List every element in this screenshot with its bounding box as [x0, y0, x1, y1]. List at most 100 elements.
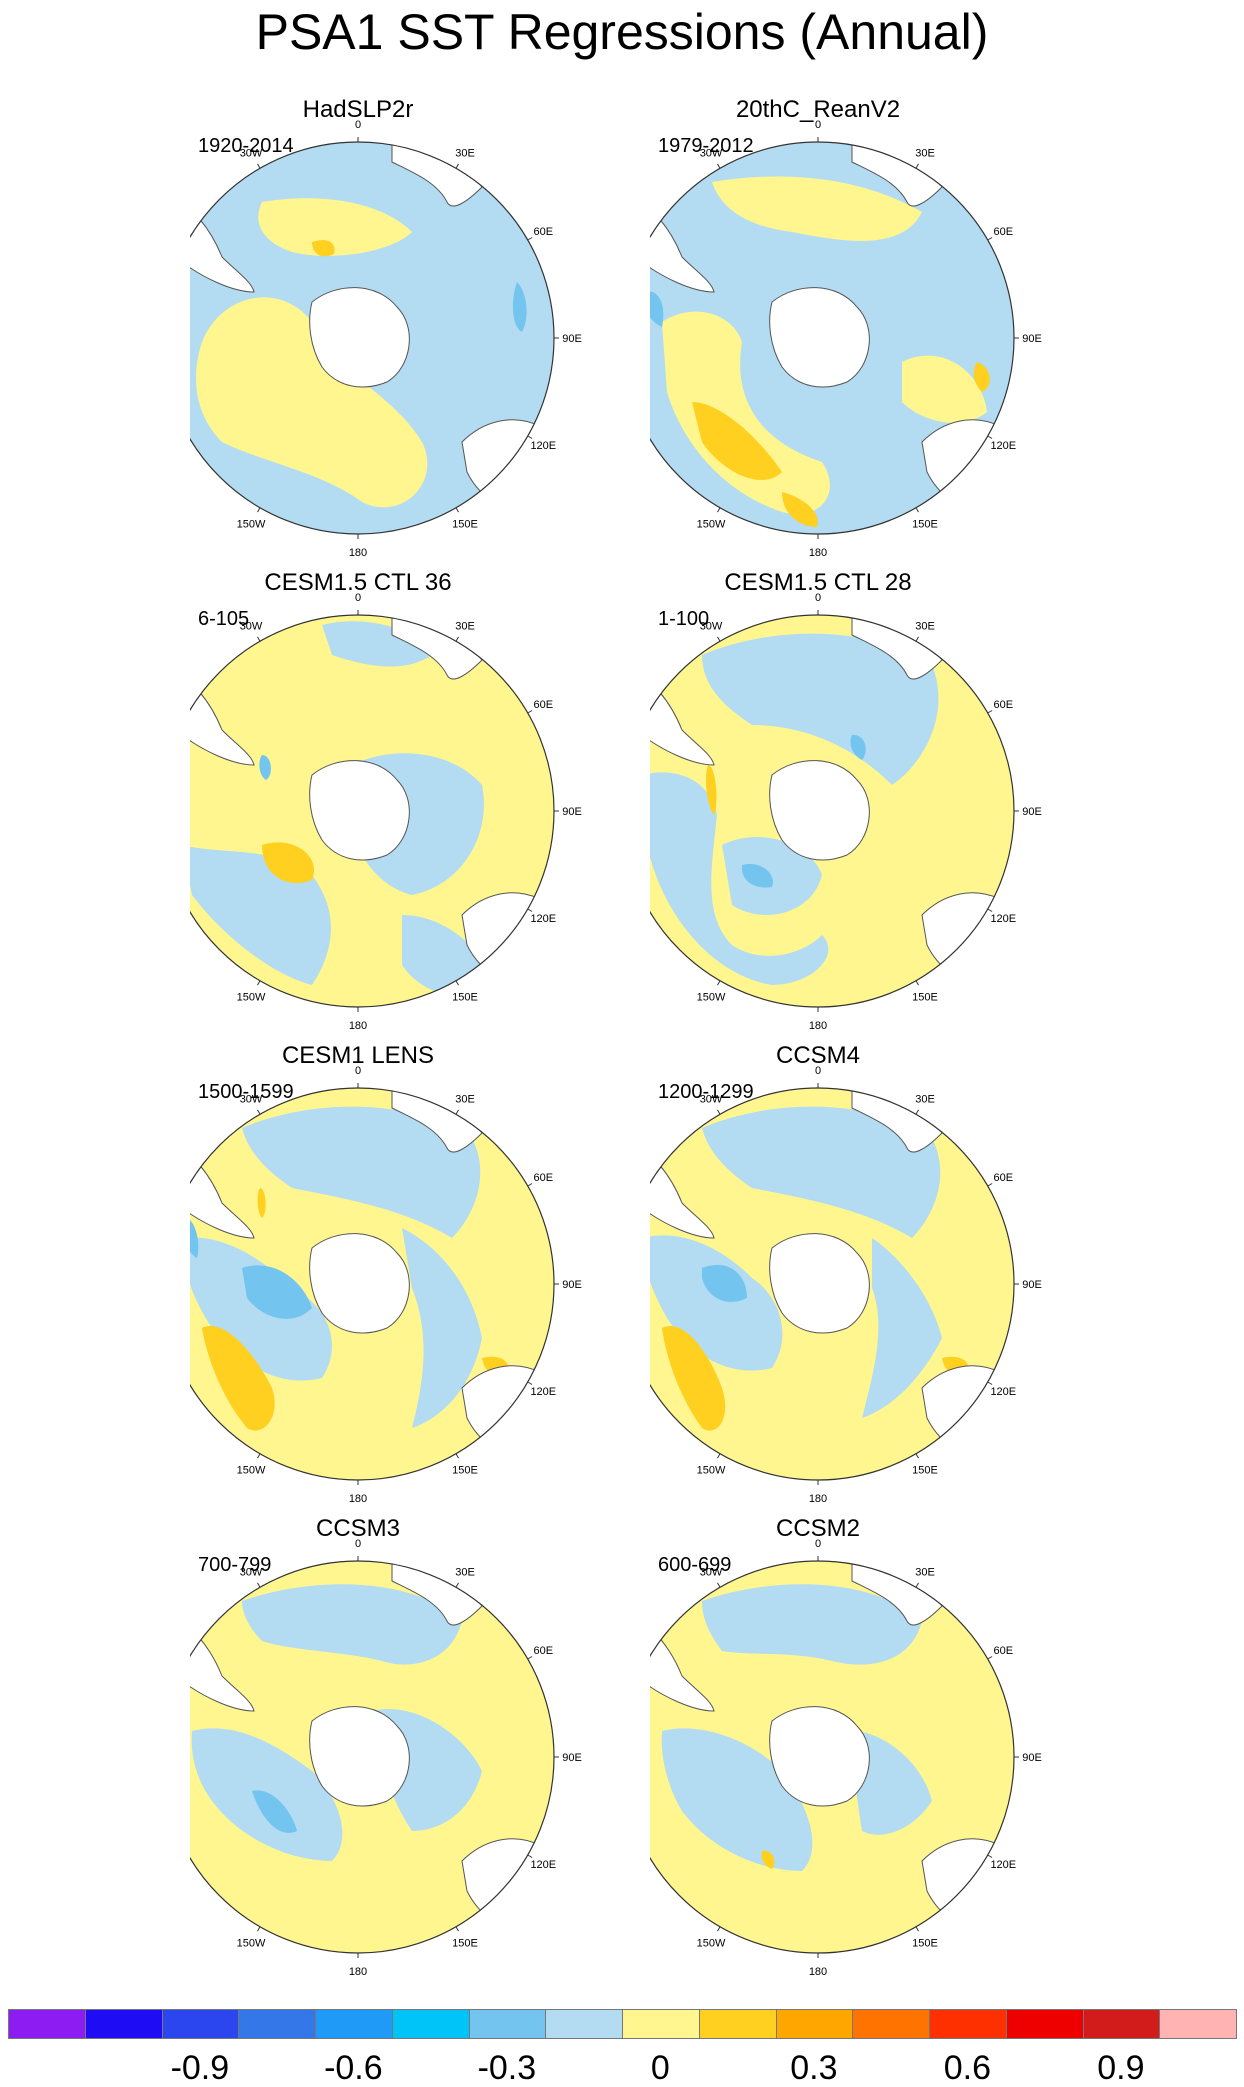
- colorbar-swatch: [468, 2009, 547, 2039]
- panel-title: HadSLP2r: [302, 96, 414, 123]
- lon-label: 90E: [562, 1752, 582, 1764]
- lon-label: 150W: [697, 991, 726, 1003]
- lon-tick: [257, 163, 261, 169]
- panel-years: 6-105: [198, 608, 250, 630]
- sst-anomaly-patch: [782, 492, 818, 527]
- lon-label: 120E: [530, 1859, 556, 1871]
- lon-tick: [527, 908, 533, 912]
- land-mass: [309, 760, 410, 861]
- lon-label: 120E: [990, 913, 1016, 925]
- lon-tick: [527, 1183, 533, 1187]
- sst-anomaly-patch: [702, 633, 939, 785]
- land-mass: [769, 1706, 870, 1807]
- lon-label: 0: [815, 119, 821, 131]
- map-panel: CESM1.5 CTL 28 1-100 0 30E 60E 90E 120E 150E 180…: [588, 569, 1048, 1039]
- colorbar-swatch: [1159, 2009, 1237, 2039]
- land-mass: [650, 664, 715, 766]
- lon-label: 60E: [534, 1645, 554, 1657]
- lon-tick: [987, 908, 993, 912]
- colorbar-label: 0: [650, 2049, 670, 2087]
- map-panel: 20thC_ReanV2 1979-2012 0 30E 60E 90E 120E 150E 1…: [588, 96, 1048, 566]
- sst-anomaly-patch: [850, 734, 866, 760]
- map-panel: CCSM41200-1299030E60E90E120E150E180150W1…: [588, 1042, 1048, 1512]
- lon-label: 150W: [237, 991, 266, 1003]
- lon-label: 90E: [1022, 333, 1042, 345]
- lon-label: 120E: [990, 1386, 1016, 1398]
- polar-map: 030E60E90E120E150E180150W120W90W60W30W: [650, 119, 1042, 556]
- sst-anomaly-patch: [706, 765, 717, 815]
- colorbar: [8, 2009, 1237, 2041]
- map-panel: CESM1 LENS 1500-1599 0 30E 60E 90E 120E 150E 180…: [128, 1042, 588, 1512]
- lon-label: 30W: [700, 1567, 723, 1579]
- lon-label: 150W: [697, 1464, 726, 1476]
- lon-label: 90E: [562, 806, 582, 818]
- lon-label: 150W: [237, 1937, 266, 1949]
- lon-label: 60E: [534, 699, 554, 711]
- lon-label: 30W: [700, 621, 723, 633]
- land-mass: [309, 1706, 410, 1807]
- lon-tick: [527, 710, 533, 714]
- lon-label: 150E: [452, 991, 478, 1003]
- colorbar-swatch: [238, 2009, 316, 2039]
- sst-anomaly-patch: [862, 1238, 942, 1418]
- colorbar-label: 0.6: [943, 2049, 991, 2087]
- lon-label: 150E: [452, 1937, 478, 1949]
- sst-anomaly-patch: [702, 1106, 941, 1238]
- lon-tick: [915, 507, 919, 513]
- polar-map: 030E60E90E120E150E180150W120W90W60W30W: [650, 1538, 1042, 1975]
- panel-title: CCSM3: [315, 1515, 400, 1542]
- sst-anomaly-patch: [190, 1217, 199, 1258]
- sst-anomaly-patch: [712, 176, 922, 241]
- colorbar-swatch: [391, 2009, 470, 2039]
- lon-tick: [987, 1656, 993, 1660]
- lon-label: 180: [809, 547, 827, 556]
- panel-title: CESM1 LENS: [281, 1042, 435, 1069]
- lon-tick: [915, 980, 919, 986]
- polar-map: 030E60E90E120E150E180150W120W90W60W30W: [190, 1538, 582, 1975]
- lon-tick: [987, 710, 993, 714]
- polar-map: 030E60E90E120E150E180150W120W90W60W30W: [650, 592, 1042, 1029]
- lon-label: 90E: [1022, 1279, 1042, 1291]
- panel-years: 1500-1599: [198, 1081, 294, 1103]
- lon-label: 60E: [994, 226, 1014, 238]
- panel-title: 20thC_ReanV2: [735, 96, 901, 123]
- lon-label: 180: [349, 547, 367, 556]
- colorbar-swatch: [1082, 2009, 1161, 2039]
- lon-tick: [257, 507, 261, 513]
- panel-years: 1920-2014: [198, 135, 294, 157]
- lon-tick: [987, 1854, 993, 1858]
- lon-label: 0: [355, 592, 361, 604]
- sst-anomaly-patch: [257, 1188, 266, 1218]
- polar-map: 030E60E90E120E150E180150W120W90W60W30W: [650, 1065, 1042, 1502]
- sst-anomaly-patch: [242, 1584, 462, 1665]
- land-mass: [650, 1137, 715, 1239]
- lon-tick: [717, 163, 721, 169]
- colorbar-swatch: [161, 2009, 240, 2039]
- lon-label: 120E: [530, 1386, 556, 1398]
- colorbar-label: -0.9: [170, 2049, 230, 2087]
- panel-years: 1200-1299: [658, 1081, 754, 1103]
- lon-tick: [455, 636, 459, 642]
- lon-label: 120E: [990, 1859, 1016, 1871]
- colorbar-label: -0.6: [324, 2049, 383, 2087]
- lon-tick: [987, 435, 993, 439]
- lon-tick: [257, 636, 261, 642]
- lon-tick: [717, 1582, 721, 1588]
- lon-label: 30E: [455, 148, 475, 160]
- lon-label: 150E: [912, 518, 938, 530]
- lon-tick: [717, 636, 721, 642]
- map-panel: HadSLP2r 1920-2014 0 30E 60E 90E 120E 150E 180 15…: [128, 96, 588, 566]
- lon-tick: [717, 507, 721, 513]
- lon-label: 60E: [534, 1172, 554, 1184]
- lon-label: 90E: [1022, 1752, 1042, 1764]
- land-mass: [309, 1233, 410, 1334]
- lon-label: 0: [355, 119, 361, 131]
- lon-tick: [527, 1854, 533, 1858]
- colorbar-swatch: [622, 2009, 700, 2039]
- lon-tick: [987, 1183, 993, 1187]
- lon-tick: [257, 980, 261, 986]
- lon-label: 30E: [455, 1094, 475, 1106]
- land-mass: [190, 664, 255, 766]
- polar-map: 030E60E90E120E150E180150W120W90W60W30W: [190, 119, 582, 556]
- sst-anomaly-patch: [252, 1790, 297, 1833]
